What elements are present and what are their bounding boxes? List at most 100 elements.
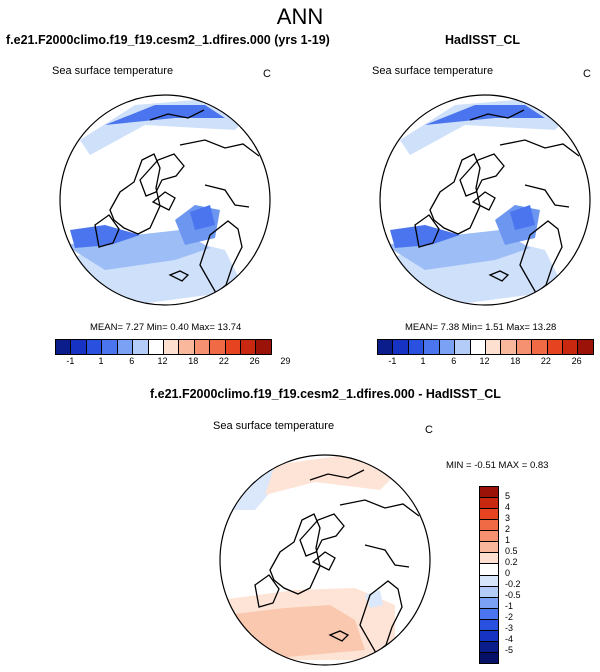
- colorbar-swatch: [532, 340, 548, 354]
- colorbar-swatch: [163, 340, 180, 354]
- colorbar-swatch: [480, 564, 498, 576]
- colorbar-swatch: [424, 340, 440, 354]
- colorbar-tick-label: 0: [505, 568, 511, 578]
- sst-field-region: [390, 225, 460, 248]
- panel-2-variable: Sea surface temperature: [372, 65, 494, 77]
- coastline: [269, 513, 321, 595]
- colorbar-swatch: [480, 575, 498, 587]
- panel-1-stats: MEAN= 7.27 Min= 0.40 Max= 13.74: [90, 322, 242, 333]
- colorbar-tick-label: 1: [505, 535, 511, 545]
- colorbar-tick-label: 5: [505, 491, 511, 501]
- colorbar-swatch: [547, 340, 564, 354]
- colorbar-tick-label: 29: [280, 356, 291, 366]
- panel-1-units: C: [263, 68, 271, 80]
- diff-panel-variable: Sea surface temperature: [213, 420, 335, 432]
- diff-panel-units: C: [425, 424, 433, 436]
- colorbar-swatch: [455, 340, 471, 354]
- colorbar-tick-label: 22: [218, 356, 229, 366]
- sst-field-region: [190, 205, 215, 230]
- colorbar-swatch: [480, 520, 498, 532]
- colorbar-tick-label: 6: [129, 356, 135, 366]
- coastline: [109, 153, 161, 235]
- map-boundary: [379, 94, 591, 306]
- colorbar-swatch: [133, 340, 149, 354]
- coastline: [151, 191, 176, 211]
- colorbar-tick-label: -4: [505, 634, 514, 644]
- colorbar-swatch: [480, 498, 498, 510]
- coastline: [524, 184, 570, 208]
- coastline: [204, 184, 250, 208]
- coastline: [94, 214, 120, 248]
- colorbar-swatch: [86, 340, 103, 354]
- colorbar-tick-label: 1: [98, 356, 104, 366]
- coastline: [364, 544, 410, 568]
- colorbar-tick-label: 2: [505, 524, 511, 534]
- colorbar-swatch: [393, 340, 409, 354]
- colorbar-tick-label: 4: [505, 502, 511, 512]
- coastline: [429, 153, 481, 235]
- colorbar-swatch: [480, 619, 498, 631]
- colorbar-swatch: [470, 340, 486, 354]
- colorbar-swatch: [480, 531, 498, 543]
- colorbar-swatch: [480, 630, 498, 642]
- colorbar-swatch: [378, 340, 394, 354]
- colorbar-swatch: [501, 340, 517, 354]
- map-boundary: [59, 94, 271, 306]
- colorbar-tick-label: -1: [66, 356, 75, 366]
- colorbar-tick-label: 18: [510, 356, 521, 366]
- colorbar-swatch: [480, 553, 498, 565]
- colorbar-tick-label: 12: [479, 356, 490, 366]
- colorbar-tick-label: -2: [505, 612, 514, 622]
- panel-2-title: HadISST_CL: [445, 33, 521, 47]
- sst-field-region: [365, 590, 383, 608]
- coastline: [254, 574, 280, 608]
- colorbar-swatch: [56, 340, 72, 354]
- diff-colorbar: [479, 486, 499, 664]
- panel-2-map: [379, 94, 591, 306]
- diff-panel-map: [219, 454, 431, 666]
- map-boundary: [219, 454, 431, 666]
- coastline: [459, 153, 505, 197]
- colorbar-tick-label: -1: [388, 356, 397, 366]
- colorbar-swatch: [480, 487, 498, 499]
- colorbar-swatch: [194, 340, 211, 354]
- colorbar-swatch: [480, 608, 498, 620]
- colorbar-swatch: [480, 641, 498, 653]
- colorbar-tick-label: 26: [571, 356, 582, 366]
- colorbar-tick-label: -0.2: [505, 579, 521, 589]
- colorbar-swatch: [439, 340, 456, 354]
- coastline: [469, 109, 525, 121]
- colorbar-swatch: [480, 586, 498, 598]
- colorbar-tick-label: 0.5: [505, 546, 518, 556]
- coastline: [488, 270, 510, 282]
- sst-field-region: [70, 225, 140, 248]
- colorbar-tick-label: -0.5: [505, 590, 521, 600]
- colorbar-swatch: [485, 340, 502, 354]
- colorbar-swatch: [480, 542, 498, 554]
- panel-2-stats: MEAN= 7.38 Min= 1.51 Max= 13.28: [405, 322, 557, 333]
- colorbar-swatch: [102, 340, 118, 354]
- panel-1-map: [59, 94, 271, 306]
- colorbar-swatch: [480, 597, 498, 609]
- coastline: [149, 109, 205, 121]
- colorbar-tick-label: -5: [505, 645, 514, 655]
- colorbar-tick-label: 12: [157, 356, 168, 366]
- colorbar-tick-label: -1: [505, 601, 514, 611]
- colorbar-tick-label: -3: [505, 623, 514, 633]
- sst-field-region: [510, 205, 535, 230]
- coastline: [328, 630, 350, 642]
- panel-1-colorbar: [55, 339, 272, 355]
- colorbar-swatch: [71, 340, 87, 354]
- colorbar-tick-label: 22: [540, 356, 551, 366]
- colorbar-tick-label: 26: [249, 356, 260, 366]
- colorbar-swatch: [480, 652, 498, 663]
- colorbar-swatch: [563, 340, 579, 354]
- colorbar-tick-label: 18: [188, 356, 199, 366]
- diff-panel-title: f.e21.F2000climo.f19_f19.cesm2_1.dfires.…: [150, 387, 501, 401]
- coastline: [471, 191, 496, 211]
- colorbar-swatch: [117, 340, 134, 354]
- panel-1-title: f.e21.F2000climo.f19_f19.cesm2_1.dfires.…: [6, 33, 330, 47]
- colorbar-swatch: [516, 340, 533, 354]
- colorbar-swatch: [241, 340, 257, 354]
- coastline: [139, 153, 185, 197]
